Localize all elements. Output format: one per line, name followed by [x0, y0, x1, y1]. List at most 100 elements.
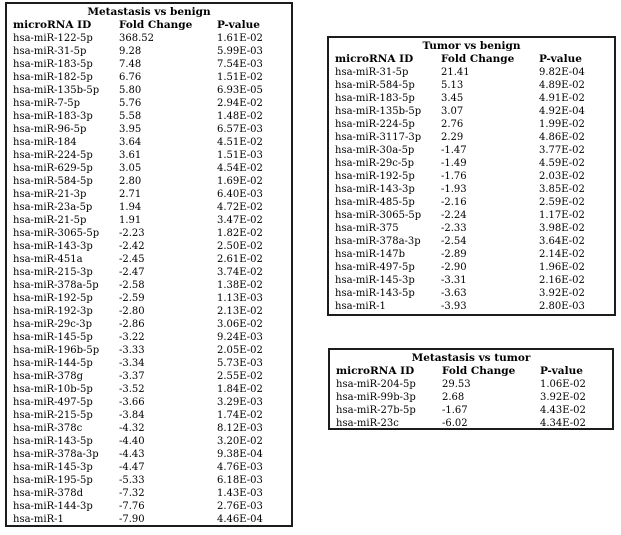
mirna-id-cell: hsa-miR-99b-3p	[336, 392, 416, 403]
p-value-cell: 6.18E-03	[217, 475, 263, 486]
mirna-id-cell: hsa-miR-31-5p	[335, 67, 409, 78]
table-row: hsa-miR-23c -6.02 4.34E-02	[330, 417, 612, 430]
table-row: hsa-miR-192-3p -2.80 2.13E-02	[7, 305, 291, 318]
p-value-cell: 2.13E-02	[217, 306, 263, 317]
mirna-id-cell: hsa-miR-196b-5p	[13, 345, 100, 356]
p-value-cell: 2.61E-02	[217, 254, 263, 265]
table-body: hsa-miR-31-5p 21.41 9.82E-04 hsa-miR-584-5p…	[329, 66, 614, 313]
mirna-id-cell: hsa-miR-375	[335, 223, 399, 234]
fold-change-cell: 2.68	[442, 392, 465, 403]
mirna-id-cell: hsa-miR-144-3p	[13, 501, 93, 512]
fold-change-cell: -2.24	[441, 210, 467, 221]
table-row: hsa-miR-135b-5p 3.07 4.92E-04	[329, 105, 614, 118]
mirna-id-cell: hsa-miR-23a-5p	[13, 202, 93, 213]
fold-change-cell: -4.40	[119, 436, 145, 447]
p-value-cell: 1.69E-02	[217, 176, 263, 187]
fold-change-cell: 1.91	[119, 215, 142, 226]
table-row: hsa-miR-375 -2.33 3.98E-02	[329, 222, 614, 235]
table-row: hsa-miR-378a-5p -2.58 1.38E-02	[7, 279, 291, 292]
fold-change-cell: -7.32	[119, 488, 145, 499]
mirna-id-cell: hsa-miR-3117-3p	[335, 132, 422, 143]
p-value-cell: 9.24E-03	[217, 332, 263, 343]
mirna-id-cell: hsa-miR-144-5p	[13, 358, 93, 369]
mirna-id-cell: hsa-miR-378a-3p	[13, 449, 99, 460]
mirna-id-cell: hsa-miR-584-5p	[13, 176, 93, 187]
p-value-cell: 2.16E-02	[539, 275, 585, 286]
p-value-cell: 1.51E-03	[217, 150, 263, 161]
mirna-id-cell: hsa-miR-192-5p	[13, 293, 93, 304]
p-value-cell: 1.43E-03	[217, 488, 263, 499]
mirna-id-cell: hsa-miR-29c-5p	[335, 158, 414, 169]
p-value-cell: 1.96E-02	[539, 262, 585, 273]
mirna-id-cell: hsa-miR-192-5p	[335, 171, 415, 182]
table-row: hsa-miR-10b-5p -3.52 1.84E-02	[7, 383, 291, 396]
mirna-id-cell: hsa-miR-143-5p	[13, 436, 93, 447]
mirna-id-cell: hsa-miR-145-3p	[335, 275, 415, 286]
p-value-cell: 4.43E-02	[540, 405, 586, 416]
metastasis-vs-tumor-table: Metastasis vs tumor microRNA ID Fold Cha…	[328, 348, 614, 430]
mirna-id-cell: hsa-miR-224-5p	[13, 150, 93, 161]
fold-change-cell: -6.02	[442, 418, 468, 429]
p-value-cell: 1.06E-02	[540, 379, 586, 390]
fold-change-cell: 29.53	[442, 379, 471, 390]
table-row: hsa-miR-31-5p 9.28 5.99E-03	[7, 45, 291, 58]
p-value-cell: 9.38E-04	[217, 449, 263, 460]
fold-change-cell: 2.76	[441, 119, 464, 130]
table-row: hsa-miR-497-5p -3.66 3.29E-03	[7, 396, 291, 409]
p-value-cell: 1.61E-02	[217, 33, 263, 44]
mirna-id-cell: hsa-miR-204-5p	[336, 379, 416, 390]
mirna-id-cell: hsa-miR-143-3p	[13, 241, 93, 252]
mirna-id-cell: hsa-miR-183-5p	[335, 93, 415, 104]
table-header-row: microRNA ID Fold Change P-value	[330, 365, 612, 378]
p-value-cell: 7.54E-03	[217, 59, 263, 70]
mirna-id-cell: hsa-miR-378a-3p	[335, 236, 421, 247]
fold-change-cell: 2.80	[119, 176, 142, 187]
table-row: hsa-miR-96-5p 3.95 6.57E-03	[7, 123, 291, 136]
table-row: hsa-miR-378a-3p -2.54 3.64E-02	[329, 235, 614, 248]
p-value-cell: 2.14E-02	[539, 249, 585, 260]
p-value-cell: 4.76E-03	[217, 462, 263, 473]
table-row: hsa-miR-21-3p 2.71 6.40E-03	[7, 188, 291, 201]
fold-change-cell: 9.28	[119, 46, 142, 57]
table-row: hsa-miR-1 -7.90 4.46E-04	[7, 513, 291, 526]
mirna-id-cell: hsa-miR-184	[13, 137, 77, 148]
p-value-cell: 1.74E-02	[217, 410, 263, 421]
mirna-id-cell: hsa-miR-629-5p	[13, 163, 93, 174]
fold-change-cell: -3.52	[119, 384, 145, 395]
table-body: hsa-miR-122-5p 368.52 1.61E-02 hsa-miR-31-5…	[7, 32, 291, 526]
mirna-id-cell: hsa-miR-183-3p	[13, 111, 93, 122]
p-value-cell: 1.51E-02	[217, 72, 263, 83]
table-row: hsa-miR-378g -3.37 2.55E-02	[7, 370, 291, 383]
p-value-cell: 4.51E-02	[217, 137, 263, 148]
mirna-id-cell: hsa-miR-3065-5p	[335, 210, 422, 221]
table-row: hsa-miR-145-3p -3.31 2.16E-02	[329, 274, 614, 287]
fold-change-cell: -2.59	[119, 293, 145, 304]
mirna-id-cell: hsa-miR-1	[335, 301, 386, 312]
mirna-id-cell: hsa-miR-10b-5p	[13, 384, 93, 395]
p-value-cell: 2.50E-02	[217, 241, 263, 252]
mirna-id-cell: hsa-miR-30a-5p	[335, 145, 415, 156]
tumor-vs-benign-table: Tumor vs benign microRNA ID Fold Change …	[327, 36, 616, 316]
column-header-microrna-id: microRNA ID	[336, 365, 415, 377]
p-value-cell: 8.12E-03	[217, 423, 263, 434]
fold-change-cell: -2.23	[119, 228, 145, 239]
table-row: hsa-miR-147b -2.89 2.14E-02	[329, 248, 614, 261]
p-value-cell: 3.92E-02	[540, 392, 586, 403]
table-row: hsa-miR-29c-5p -1.49 4.59E-02	[329, 157, 614, 170]
fold-change-cell: -1.93	[441, 184, 467, 195]
mirna-id-cell: hsa-miR-23c	[336, 418, 399, 429]
mirna-id-cell: hsa-miR-182-5p	[13, 72, 93, 83]
table-row: hsa-miR-30a-5p -1.47 3.77E-02	[329, 144, 614, 157]
table-row: hsa-miR-378d -7.32 1.43E-03	[7, 487, 291, 500]
mirna-id-cell: hsa-miR-224-5p	[335, 119, 415, 130]
fold-change-cell: 3.07	[441, 106, 464, 117]
p-value-cell: 2.80E-03	[539, 301, 585, 312]
fold-change-cell: 368.52	[119, 33, 154, 44]
fold-change-cell: -4.32	[119, 423, 145, 434]
table-row: hsa-miR-27b-5p -1.67 4.43E-02	[330, 404, 612, 417]
column-header-p-value: P-value	[540, 365, 583, 377]
table-body: hsa-miR-204-5p 29.53 1.06E-02 hsa-miR-99b-3…	[330, 378, 612, 430]
column-header-p-value: P-value	[539, 53, 582, 65]
table-header-row: microRNA ID Fold Change P-value	[7, 19, 291, 32]
p-value-cell: 1.82E-02	[217, 228, 263, 239]
